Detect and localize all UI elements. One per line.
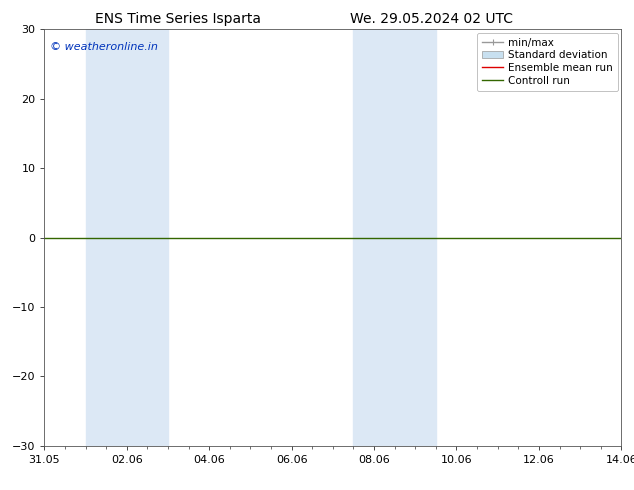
- Text: We. 29.05.2024 02 UTC: We. 29.05.2024 02 UTC: [349, 12, 513, 26]
- Bar: [86, 29, 168, 446]
- Bar: [353, 29, 436, 446]
- Text: ENS Time Series Isparta: ENS Time Series Isparta: [94, 12, 261, 26]
- Text: © weatheronline.in: © weatheronline.in: [50, 42, 158, 52]
- Legend: min/max, Standard deviation, Ensemble mean run, Controll run: min/max, Standard deviation, Ensemble me…: [477, 32, 618, 91]
